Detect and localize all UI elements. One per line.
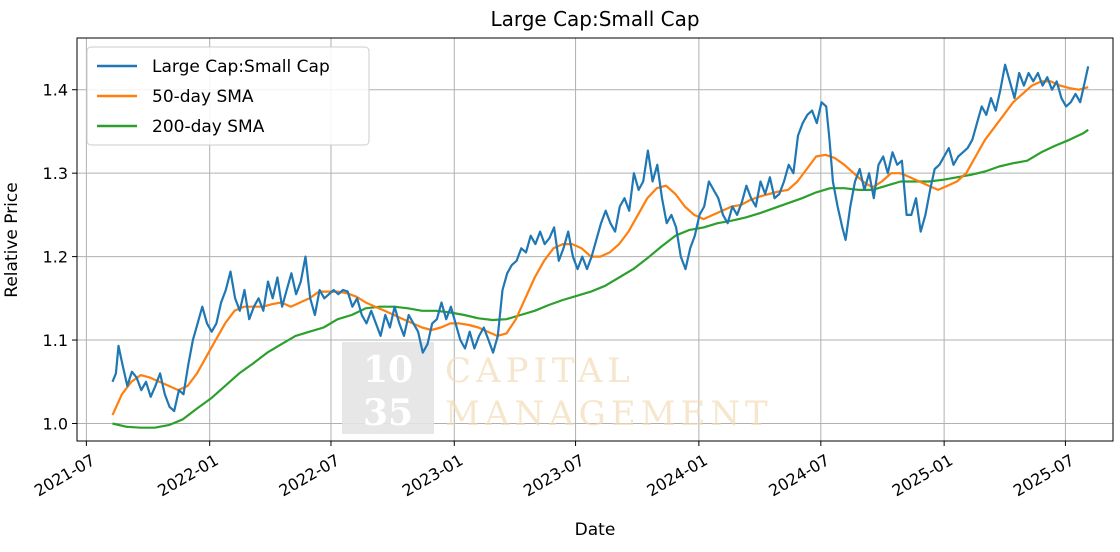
series-line-sma50 bbox=[111, 80, 1089, 416]
plot-frame bbox=[76, 37, 1114, 442]
x-tick-label: 2021-07 bbox=[31, 450, 98, 500]
x-tick-label: 2022-07 bbox=[276, 450, 343, 500]
series-layer bbox=[111, 63, 1090, 429]
watermark-number-1: 10 bbox=[363, 349, 413, 391]
y-tick-label: 1.1 bbox=[43, 331, 68, 350]
x-tick-label: 2025-01 bbox=[889, 450, 956, 500]
legend-label-sma50: 50-day SMA bbox=[152, 87, 254, 107]
x-axis-title: Date bbox=[575, 520, 616, 540]
y-axis-title: Relative Price bbox=[2, 182, 22, 297]
x-tick-label: 2024-07 bbox=[765, 450, 832, 500]
watermark-word-1: CAPITAL bbox=[445, 351, 635, 391]
y-tick-label: 1.3 bbox=[43, 164, 68, 183]
x-tick-label: 2023-01 bbox=[399, 450, 466, 500]
chart-title: Large Cap:Small Cap bbox=[490, 7, 699, 31]
y-tick-label: 1.2 bbox=[43, 248, 68, 267]
series-line-ratio bbox=[111, 63, 1090, 413]
watermark-logo-box bbox=[342, 342, 434, 434]
legend-label-sma200: 200-day SMA bbox=[152, 117, 265, 137]
y-tick-label: 1.0 bbox=[43, 414, 68, 433]
legend-box bbox=[86, 46, 370, 146]
x-tick-label: 2025-07 bbox=[1010, 450, 1077, 500]
watermark: 10 35 CAPITAL MANAGEMENT bbox=[342, 342, 773, 434]
x-tick-label: 2024-01 bbox=[643, 450, 710, 500]
series-line-sma200 bbox=[112, 128, 1089, 429]
y-axis: 1.0 1.1 1.2 1.3 1.4 bbox=[43, 81, 77, 433]
x-tick-label: 2023-07 bbox=[520, 450, 587, 500]
legend-label-ratio: Large Cap:Small Cap bbox=[152, 57, 330, 77]
legend: Large Cap:Small Cap 50-day SMA 200-day S… bbox=[86, 46, 370, 146]
x-tick-label: 2022-01 bbox=[154, 450, 221, 500]
x-axis: 2021-07 2022-01 2022-07 2023-01 2023-07 2024-… bbox=[31, 441, 1077, 500]
watermark-word-2: MANAGEMENT bbox=[445, 394, 773, 434]
watermark-number-2: 35 bbox=[363, 392, 413, 434]
y-tick-label: 1.4 bbox=[43, 81, 68, 100]
